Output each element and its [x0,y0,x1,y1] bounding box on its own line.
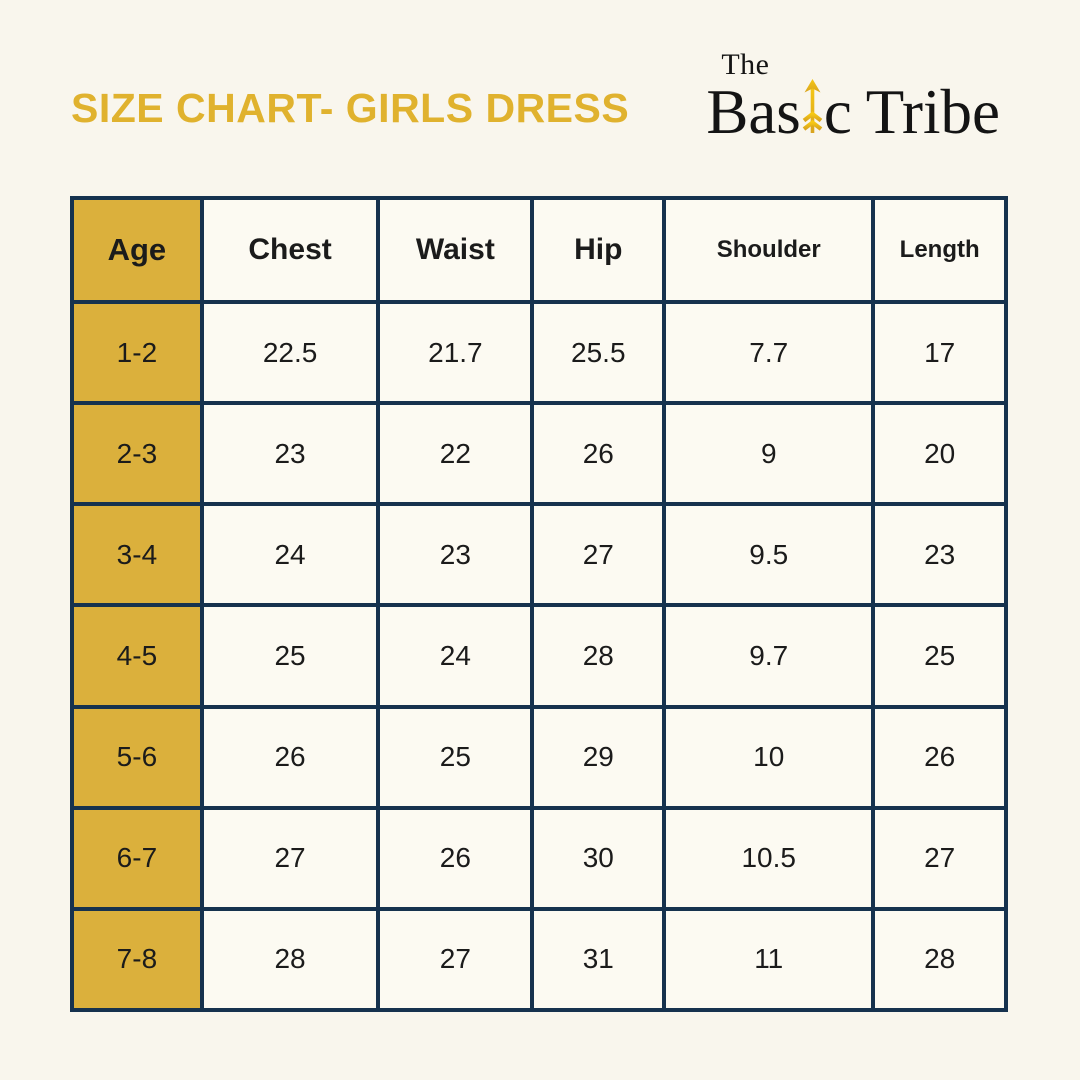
table-row: 6-7 27 26 30 10.5 27 [70,805,1008,911]
table-cell: 23 [871,502,1008,608]
table-cell: 23 [199,401,381,507]
table-cell: 9.7 [662,603,876,709]
table-cell: 10 [662,704,876,810]
table-cell: 26 [530,401,667,507]
table-cell: 30 [530,805,667,911]
logo-text-c: c [823,76,852,147]
column-header-chest: Chest [199,196,381,304]
table-cell: 28 [199,906,381,1013]
table-cell: 25.5 [530,299,667,406]
table-cell: 10.5 [662,805,876,911]
table-row: 4-5 25 24 28 9.7 25 [70,603,1008,709]
table-row: 3-4 24 23 27 9.5 23 [70,502,1008,608]
table-row: 7-8 28 27 31 11 28 [70,906,1008,1013]
table-cell: 28 [871,906,1008,1013]
table-cell: 28 [530,603,667,709]
table-cell: 24 [199,502,381,608]
table-row: 1-2 22.5 21.7 25.5 7.7 17 [70,299,1008,406]
row-header-age: 7-8 [70,906,204,1013]
table-cell: 20 [871,401,1008,507]
logo-wordmark: Bas c Tribe [706,76,1000,147]
row-header-age: 5-6 [70,704,204,810]
corner-header-age: Age [70,196,204,304]
table-cell: 7.7 [662,299,876,406]
table-cell: 26 [376,805,535,911]
row-header-age: 6-7 [70,805,204,911]
column-header-waist: Waist [376,196,535,304]
table-cell: 24 [376,603,535,709]
table-cell: 17 [871,299,1008,406]
table-cell: 31 [530,906,667,1013]
table-cell: 25 [376,704,535,810]
table-cell: 22 [376,401,535,507]
size-chart-table: Age Chest Waist Hip Shoulder Length 1-2 22.5 21… [70,196,1008,1013]
table-cell: 25 [199,603,381,709]
table-cell: 26 [199,704,381,810]
table-cell: 29 [530,704,667,810]
column-header-hip: Hip [530,196,667,304]
table-cell: 11 [662,906,876,1013]
table-cell: 27 [376,906,535,1013]
table-cell: 21.7 [376,299,535,406]
table-row: 5-6 26 25 29 10 26 [70,704,1008,810]
page-title: SIZE CHART- GIRLS DRESS [71,85,630,131]
table-cell: 23 [376,502,535,608]
logo-text-tribe: Tribe [865,76,1000,147]
table-cell: 9.5 [662,502,876,608]
table-header-row: Age Chest Waist Hip Shoulder Length [70,196,1008,304]
brand-logo: The Bas c Tribe [706,48,1000,144]
table-cell: 26 [871,704,1008,810]
table-cell: 27 [199,805,381,911]
table-row: 2-3 23 22 26 9 20 [70,401,1008,507]
row-header-age: 2-3 [70,401,204,507]
logo-text-bas: Bas [706,76,801,147]
column-header-shoulder: Shoulder [662,196,876,304]
table-cell: 27 [530,502,667,608]
arrow-icon [801,78,824,144]
table-cell: 27 [871,805,1008,911]
logo-line-the: The [721,48,770,81]
row-header-age: 3-4 [70,502,204,608]
table-body: 1-2 22.5 21.7 25.5 7.7 17 2-3 23 22 26 9 20 3-4 24 23 2… [70,299,1008,1013]
row-header-age: 1-2 [70,299,204,406]
column-header-length: Length [871,196,1008,304]
table-cell: 22.5 [199,299,381,406]
row-header-age: 4-5 [70,603,204,709]
table-cell: 25 [871,603,1008,709]
table-cell: 9 [662,401,876,507]
